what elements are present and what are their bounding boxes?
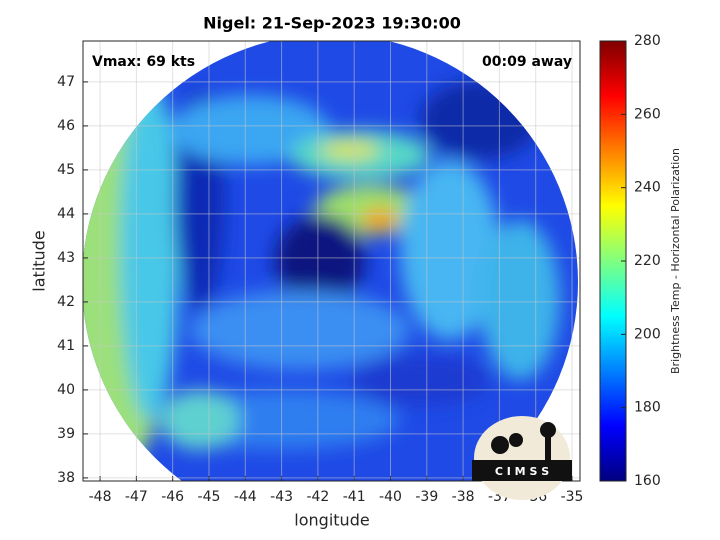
logo-text: C I M S S xyxy=(495,465,549,478)
y-tick-label: 43 xyxy=(57,250,75,266)
x-tick-label: -41 xyxy=(343,489,366,505)
colorbar-tick-label: 180 xyxy=(634,400,661,416)
y-tick-label: 40 xyxy=(57,382,75,398)
x-tick-label: -38 xyxy=(452,489,475,505)
annotation: Vmax: 69 kts xyxy=(92,54,195,70)
y-tick-label: 38 xyxy=(57,470,75,486)
colorbar-tick-label: 200 xyxy=(634,326,661,342)
colorbar-tick-label: 280 xyxy=(634,33,661,49)
x-tick-label: -45 xyxy=(198,489,221,505)
x-tick-label: -40 xyxy=(379,489,402,505)
colorbar-label: Brightness Temp - Horizontal Polarizatio… xyxy=(669,148,682,374)
colorbar-tick-label: 240 xyxy=(634,180,661,196)
y-tick-label: 45 xyxy=(57,162,75,178)
x-tick-label: -35 xyxy=(561,489,584,505)
x-tick-label: -39 xyxy=(415,489,438,505)
x-tick-label: -44 xyxy=(234,489,257,505)
colorbar-tick-label: 160 xyxy=(634,473,661,489)
axes: -48-47-46-45-44-43-42-41-40-39-38-37-36-… xyxy=(57,41,583,505)
x-tick-label: -42 xyxy=(306,489,329,505)
x-tick-label: -48 xyxy=(89,489,112,505)
y-tick-label: 46 xyxy=(57,118,75,134)
satellite-image xyxy=(83,41,578,481)
colorbar-tick-label: 220 xyxy=(634,253,661,269)
colorbar-tick-label: 260 xyxy=(634,106,661,122)
y-tick-label: 41 xyxy=(57,338,75,354)
y-tick-label: 47 xyxy=(57,74,75,90)
x-tick-label: -46 xyxy=(161,489,184,505)
plot-frame xyxy=(82,40,581,482)
x-tick-label: -47 xyxy=(125,489,148,505)
y-axis-label: latitude xyxy=(30,230,49,291)
chart-title: Nigel: 21-Sep-2023 19:30:00 xyxy=(203,14,461,33)
x-tick-label: -43 xyxy=(270,489,293,505)
y-tick-label: 39 xyxy=(57,426,75,442)
y-tick-label: 42 xyxy=(57,294,75,310)
y-tick-label: 44 xyxy=(57,206,75,222)
annotation: 00:09 away xyxy=(482,54,572,70)
x-axis-label: longitude xyxy=(294,511,369,530)
logo: C I M S S xyxy=(472,416,572,500)
